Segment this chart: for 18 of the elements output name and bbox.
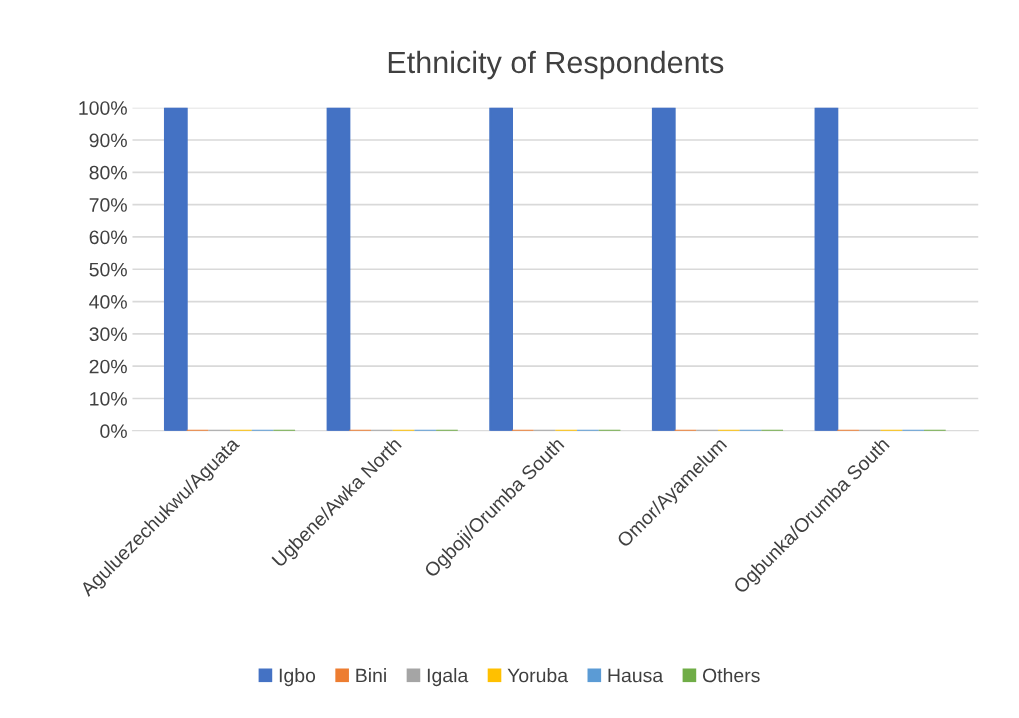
- y-tick-label: 10%: [90, 391, 127, 406]
- legend-label: Igbo: [279, 668, 316, 687]
- y-tick-label: 40%: [89, 295, 127, 309]
- legend-label: Hausa: [608, 668, 664, 683]
- y-tick-label: 60%: [89, 230, 127, 245]
- y-tick-label: 80%: [89, 165, 127, 180]
- y-tick-label: 50%: [89, 262, 127, 277]
- y-tick-label: 70%: [89, 198, 127, 212]
- legend-label: Others: [702, 668, 760, 683]
- chart-title: Ethnicity of Respondents: [388, 50, 724, 80]
- legend-label: Bini: [356, 668, 386, 683]
- y-tick-label: 20%: [89, 359, 127, 374]
- y-tick-label: 30%: [89, 327, 127, 342]
- y-tick-label: 0%: [100, 424, 127, 439]
- legend-label: Yoruba: [507, 668, 569, 683]
- legend-label: Igala: [427, 668, 469, 687]
- y-tick-label: 100%: [79, 101, 127, 115]
- y-tick-label: 90%: [89, 133, 127, 148]
